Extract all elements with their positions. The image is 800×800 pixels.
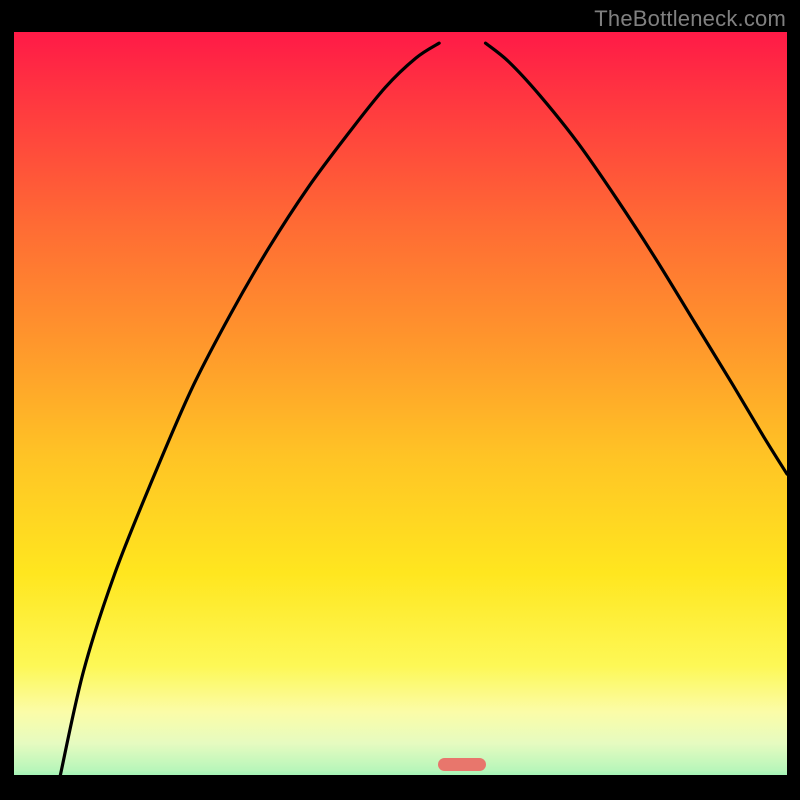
plot-area [14, 32, 787, 775]
watermark-text: TheBottleneck.com [594, 6, 786, 32]
sweet-spot-marker [438, 758, 486, 771]
bottleneck-curve [14, 32, 787, 775]
curve-left-branch [60, 43, 439, 775]
curve-right-branch [486, 43, 787, 474]
chart-container: TheBottleneck.com [0, 0, 800, 800]
